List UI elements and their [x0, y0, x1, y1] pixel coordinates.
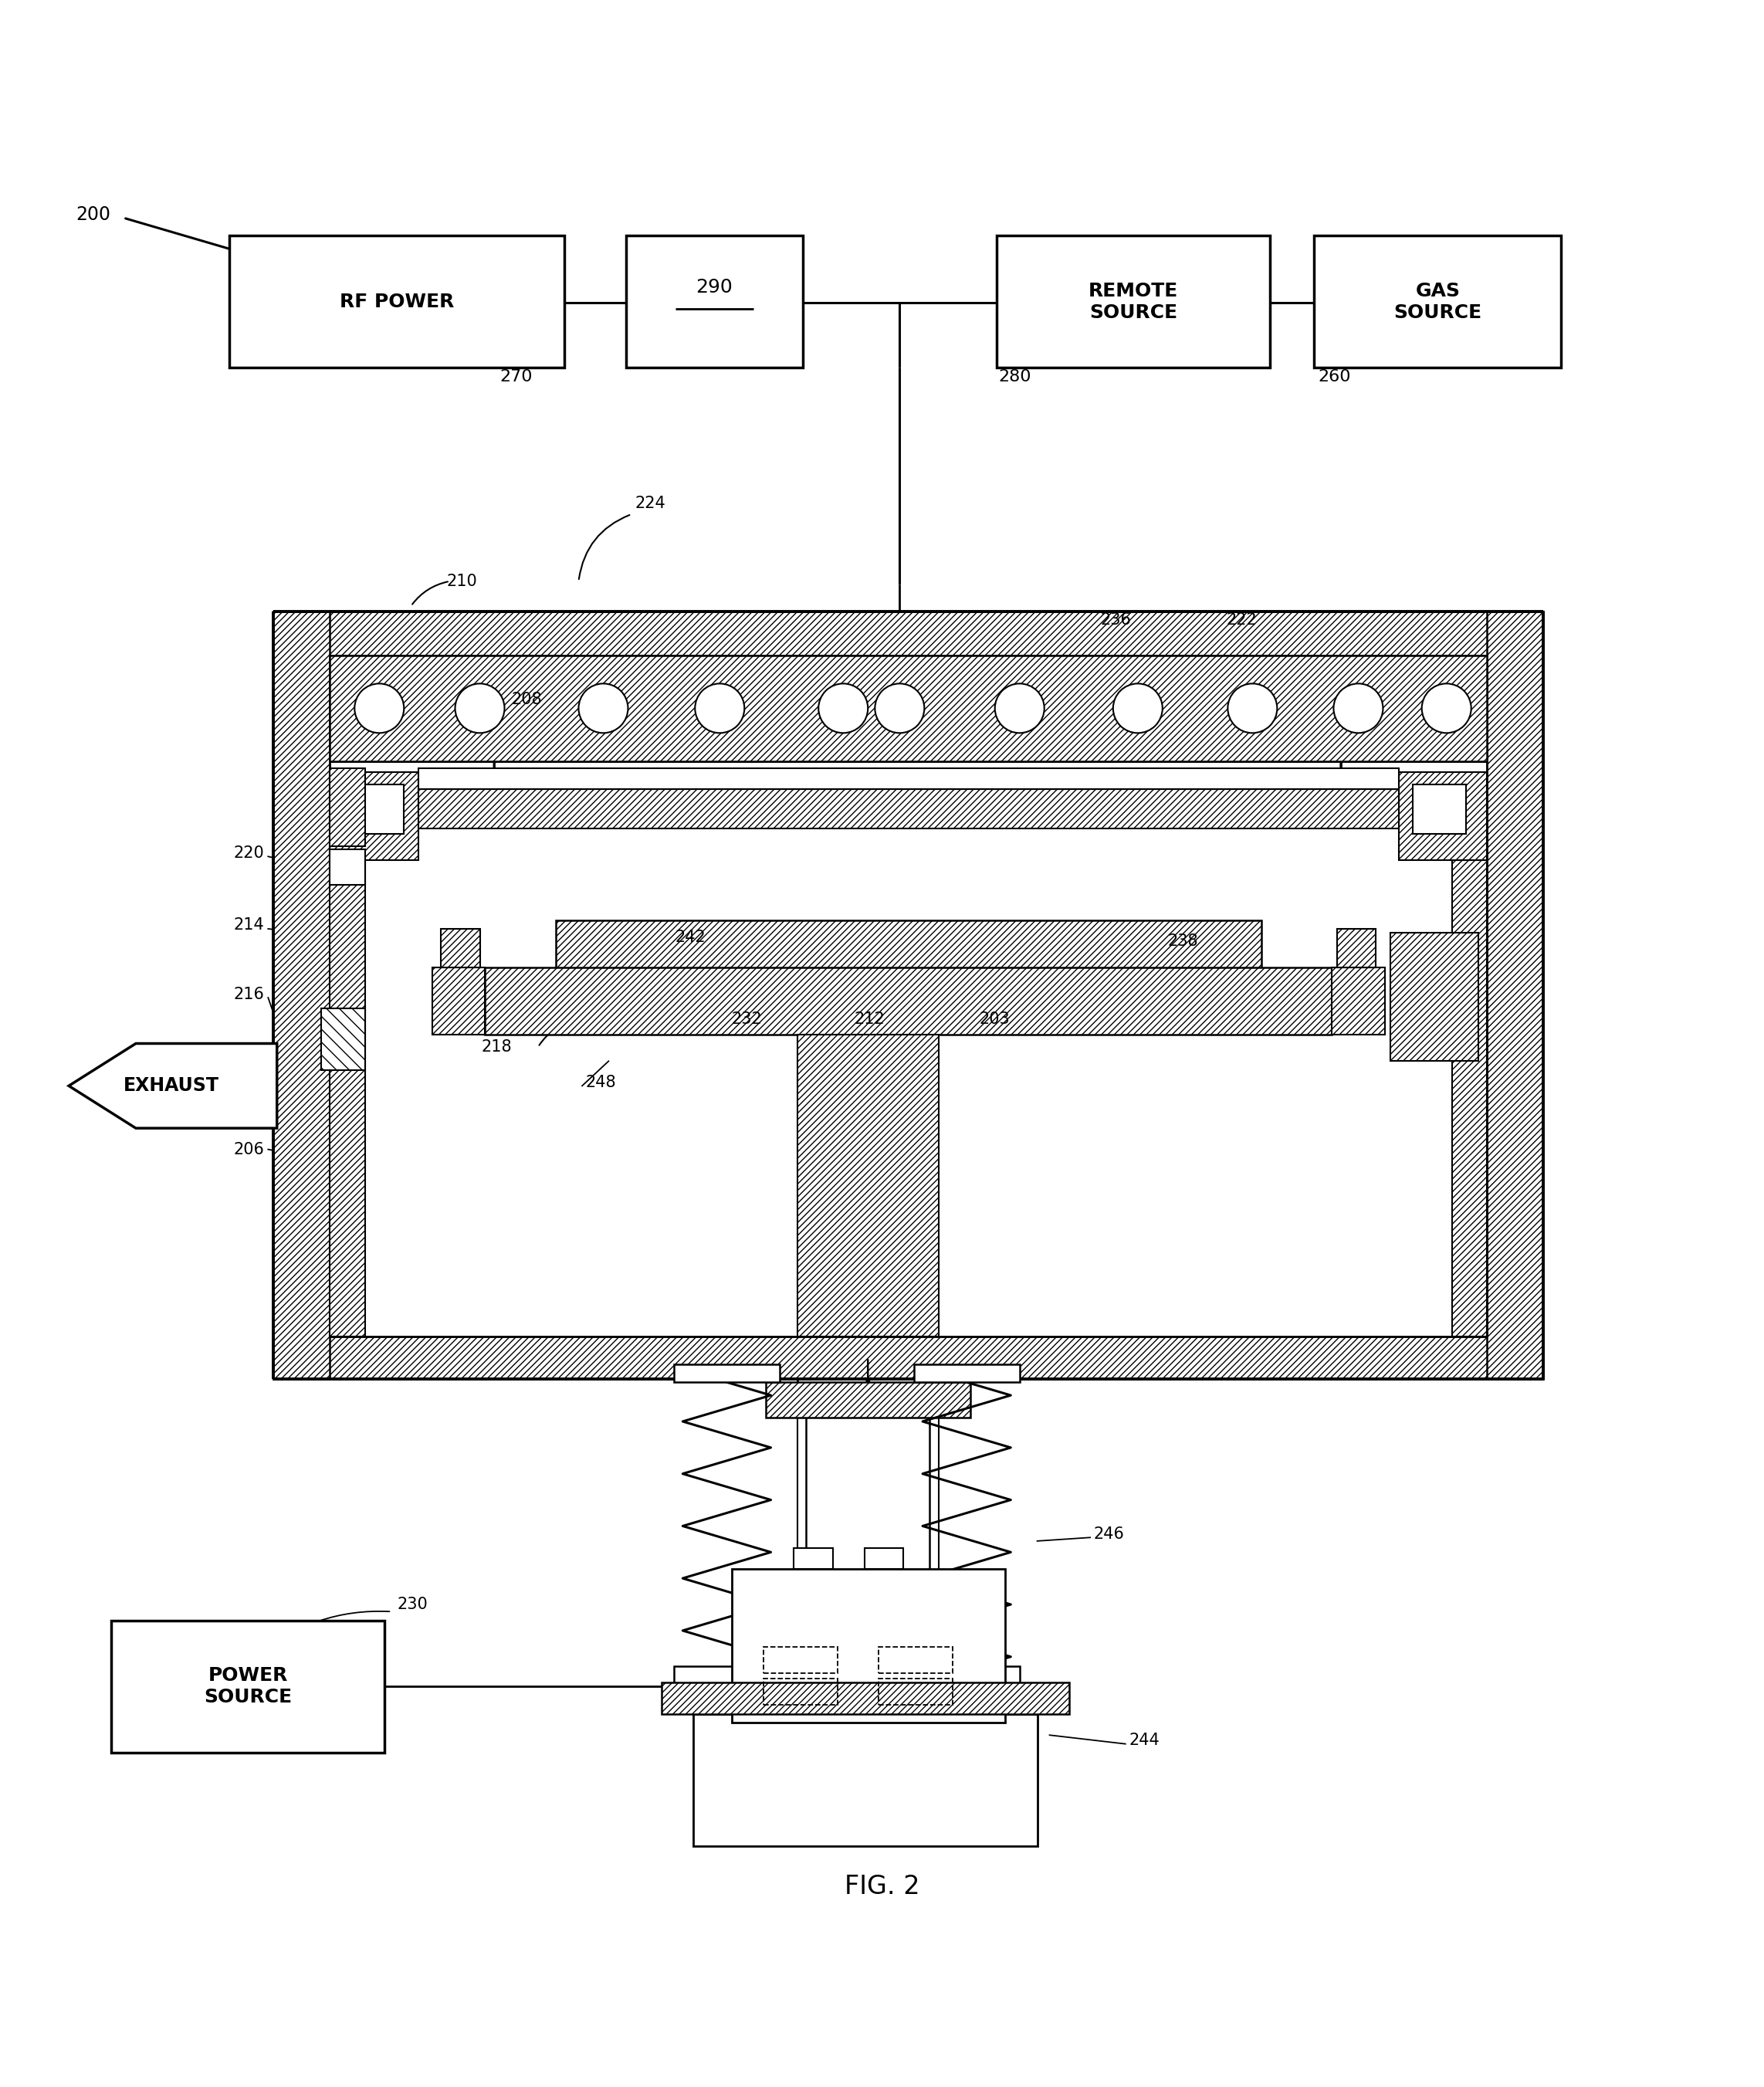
Bar — [432, 968, 485, 1035]
Circle shape — [818, 685, 868, 733]
Bar — [418, 768, 1399, 789]
Text: 208: 208 — [512, 691, 542, 707]
Text: 232: 232 — [732, 1010, 762, 1027]
Bar — [1314, 236, 1561, 367]
Text: 218: 218 — [482, 1039, 512, 1054]
Text: 212: 212 — [854, 1010, 886, 1027]
Bar — [878, 1678, 953, 1705]
Text: EXHAUST: EXHAUST — [123, 1077, 219, 1096]
Text: POWER
SOURCE: POWER SOURCE — [205, 1668, 291, 1707]
Text: 224: 224 — [635, 497, 665, 511]
Bar — [1452, 860, 1487, 1336]
Bar — [330, 655, 1487, 762]
Circle shape — [1334, 685, 1383, 733]
Text: 270: 270 — [499, 369, 533, 384]
Text: 236: 236 — [1101, 611, 1131, 628]
Bar — [485, 968, 1332, 1035]
Bar — [330, 849, 365, 885]
Bar — [764, 1647, 838, 1674]
Bar — [351, 785, 404, 833]
Circle shape — [1113, 685, 1162, 733]
Bar — [732, 1569, 1005, 1722]
Bar — [273, 611, 1544, 668]
Bar — [556, 920, 1261, 973]
Text: 216: 216 — [235, 987, 265, 1002]
Circle shape — [455, 685, 505, 733]
Bar — [997, 236, 1270, 367]
Bar — [914, 1665, 1020, 1684]
Text: 222: 222 — [1226, 611, 1256, 628]
Text: 200: 200 — [76, 205, 111, 223]
Circle shape — [355, 685, 404, 733]
Text: 248: 248 — [586, 1075, 616, 1089]
Text: RF POWER: RF POWER — [340, 292, 453, 311]
Text: GAS
SOURCE: GAS SOURCE — [1394, 282, 1482, 321]
Text: FIG. 2: FIG. 2 — [845, 1874, 919, 1899]
Text: 290: 290 — [697, 278, 732, 296]
Bar — [626, 236, 803, 367]
Bar — [1487, 611, 1544, 1380]
FancyArrow shape — [69, 1044, 277, 1129]
Bar — [674, 1365, 780, 1382]
Text: 242: 242 — [676, 931, 706, 945]
Text: 214: 214 — [235, 918, 265, 933]
Bar — [764, 1678, 838, 1705]
Bar — [1332, 968, 1385, 1035]
Bar — [1399, 772, 1487, 860]
Text: 210: 210 — [446, 574, 476, 589]
Bar — [321, 1008, 365, 1071]
Bar — [229, 236, 564, 367]
Bar — [1337, 929, 1376, 968]
Text: 246: 246 — [1094, 1526, 1124, 1542]
Bar — [674, 1665, 780, 1684]
Bar — [914, 1365, 1020, 1382]
Bar — [418, 789, 1399, 829]
Circle shape — [995, 685, 1044, 733]
Bar — [693, 1713, 1037, 1847]
Text: 230: 230 — [397, 1597, 427, 1613]
Text: 280: 280 — [998, 369, 1032, 384]
Bar — [864, 1549, 903, 1569]
Bar — [330, 768, 365, 845]
Bar — [797, 1035, 938, 1336]
Text: 244: 244 — [1129, 1732, 1159, 1749]
Circle shape — [579, 685, 628, 733]
Circle shape — [1422, 685, 1471, 733]
Bar — [330, 860, 365, 1336]
Text: 220: 220 — [235, 845, 265, 860]
Bar — [111, 1620, 385, 1753]
Bar — [662, 1682, 1069, 1713]
Bar — [766, 1382, 970, 1417]
Circle shape — [695, 685, 744, 733]
Bar — [878, 1647, 953, 1674]
Bar — [273, 611, 330, 1380]
Text: REMOTE
SOURCE: REMOTE SOURCE — [1088, 282, 1178, 321]
Text: 203: 203 — [979, 1010, 1009, 1027]
Bar — [441, 929, 480, 968]
Circle shape — [1228, 685, 1277, 733]
Bar — [1390, 933, 1478, 1060]
Bar — [330, 772, 418, 860]
Text: 238: 238 — [1168, 933, 1198, 950]
Bar — [794, 1549, 833, 1569]
Bar — [273, 1336, 1544, 1380]
Text: 260: 260 — [1318, 369, 1351, 384]
Text: 206: 206 — [235, 1142, 265, 1156]
Bar — [1413, 785, 1466, 833]
Circle shape — [875, 685, 924, 733]
